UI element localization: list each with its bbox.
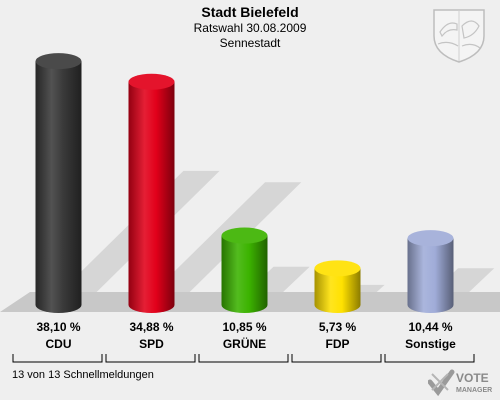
coat-of-arms-icon [433, 9, 485, 63]
category-label-grune: GRÜNE [223, 336, 266, 351]
axis-brackets [12, 354, 475, 363]
value-label-grune: 10,85 % [222, 320, 266, 334]
value-labels: 38,10 % 34,88 % 10,85 % 5,73 % 10,44 % [36, 320, 452, 334]
value-label-fdp: 5,73 % [319, 320, 357, 334]
axis-bracket-spd [105, 354, 196, 363]
brand-word-manager: MANAGER [456, 387, 492, 394]
value-label-sonstige: 10,44 % [408, 320, 452, 334]
category-label-spd: SPD [139, 337, 164, 351]
chart-header: Stadt Bielefeld Ratswahl 30.08.2009 Senn… [0, 4, 500, 51]
axis-bracket-grune [198, 354, 289, 363]
report-status-note: 13 von 13 Schnellmeldungen [12, 369, 154, 381]
chart-subtitle-district: Sennestadt [219, 36, 281, 50]
axis-bracket-sonstige [384, 354, 475, 363]
vote-manager-logo: VOTE MANAGER [428, 369, 492, 397]
axis-bracket-fdp [291, 354, 382, 363]
brand-word-vote: VOTE [456, 371, 489, 385]
chart-title: Stadt Bielefeld [201, 4, 299, 20]
chart-subtitle-election: Ratswahl 30.08.2009 [193, 21, 307, 35]
bar-fdp [314, 260, 361, 313]
category-label-sonstige: Sonstige [405, 337, 456, 351]
bars [35, 53, 454, 313]
bar-cdu [35, 53, 82, 313]
category-labels: CDU SPD GRÜNE FDP Sonstige [46, 336, 457, 351]
bar-spd [128, 73, 175, 313]
bar-grune [221, 227, 268, 313]
category-label-fdp: FDP [326, 337, 350, 351]
axis-bracket-cdu [12, 354, 103, 363]
value-label-spd: 34,88 % [129, 320, 173, 334]
category-label-cdu: CDU [46, 337, 72, 351]
bar-sonstige [407, 230, 454, 313]
checkmark-icon [428, 369, 455, 397]
value-label-cdu: 38,10 % [36, 320, 80, 334]
